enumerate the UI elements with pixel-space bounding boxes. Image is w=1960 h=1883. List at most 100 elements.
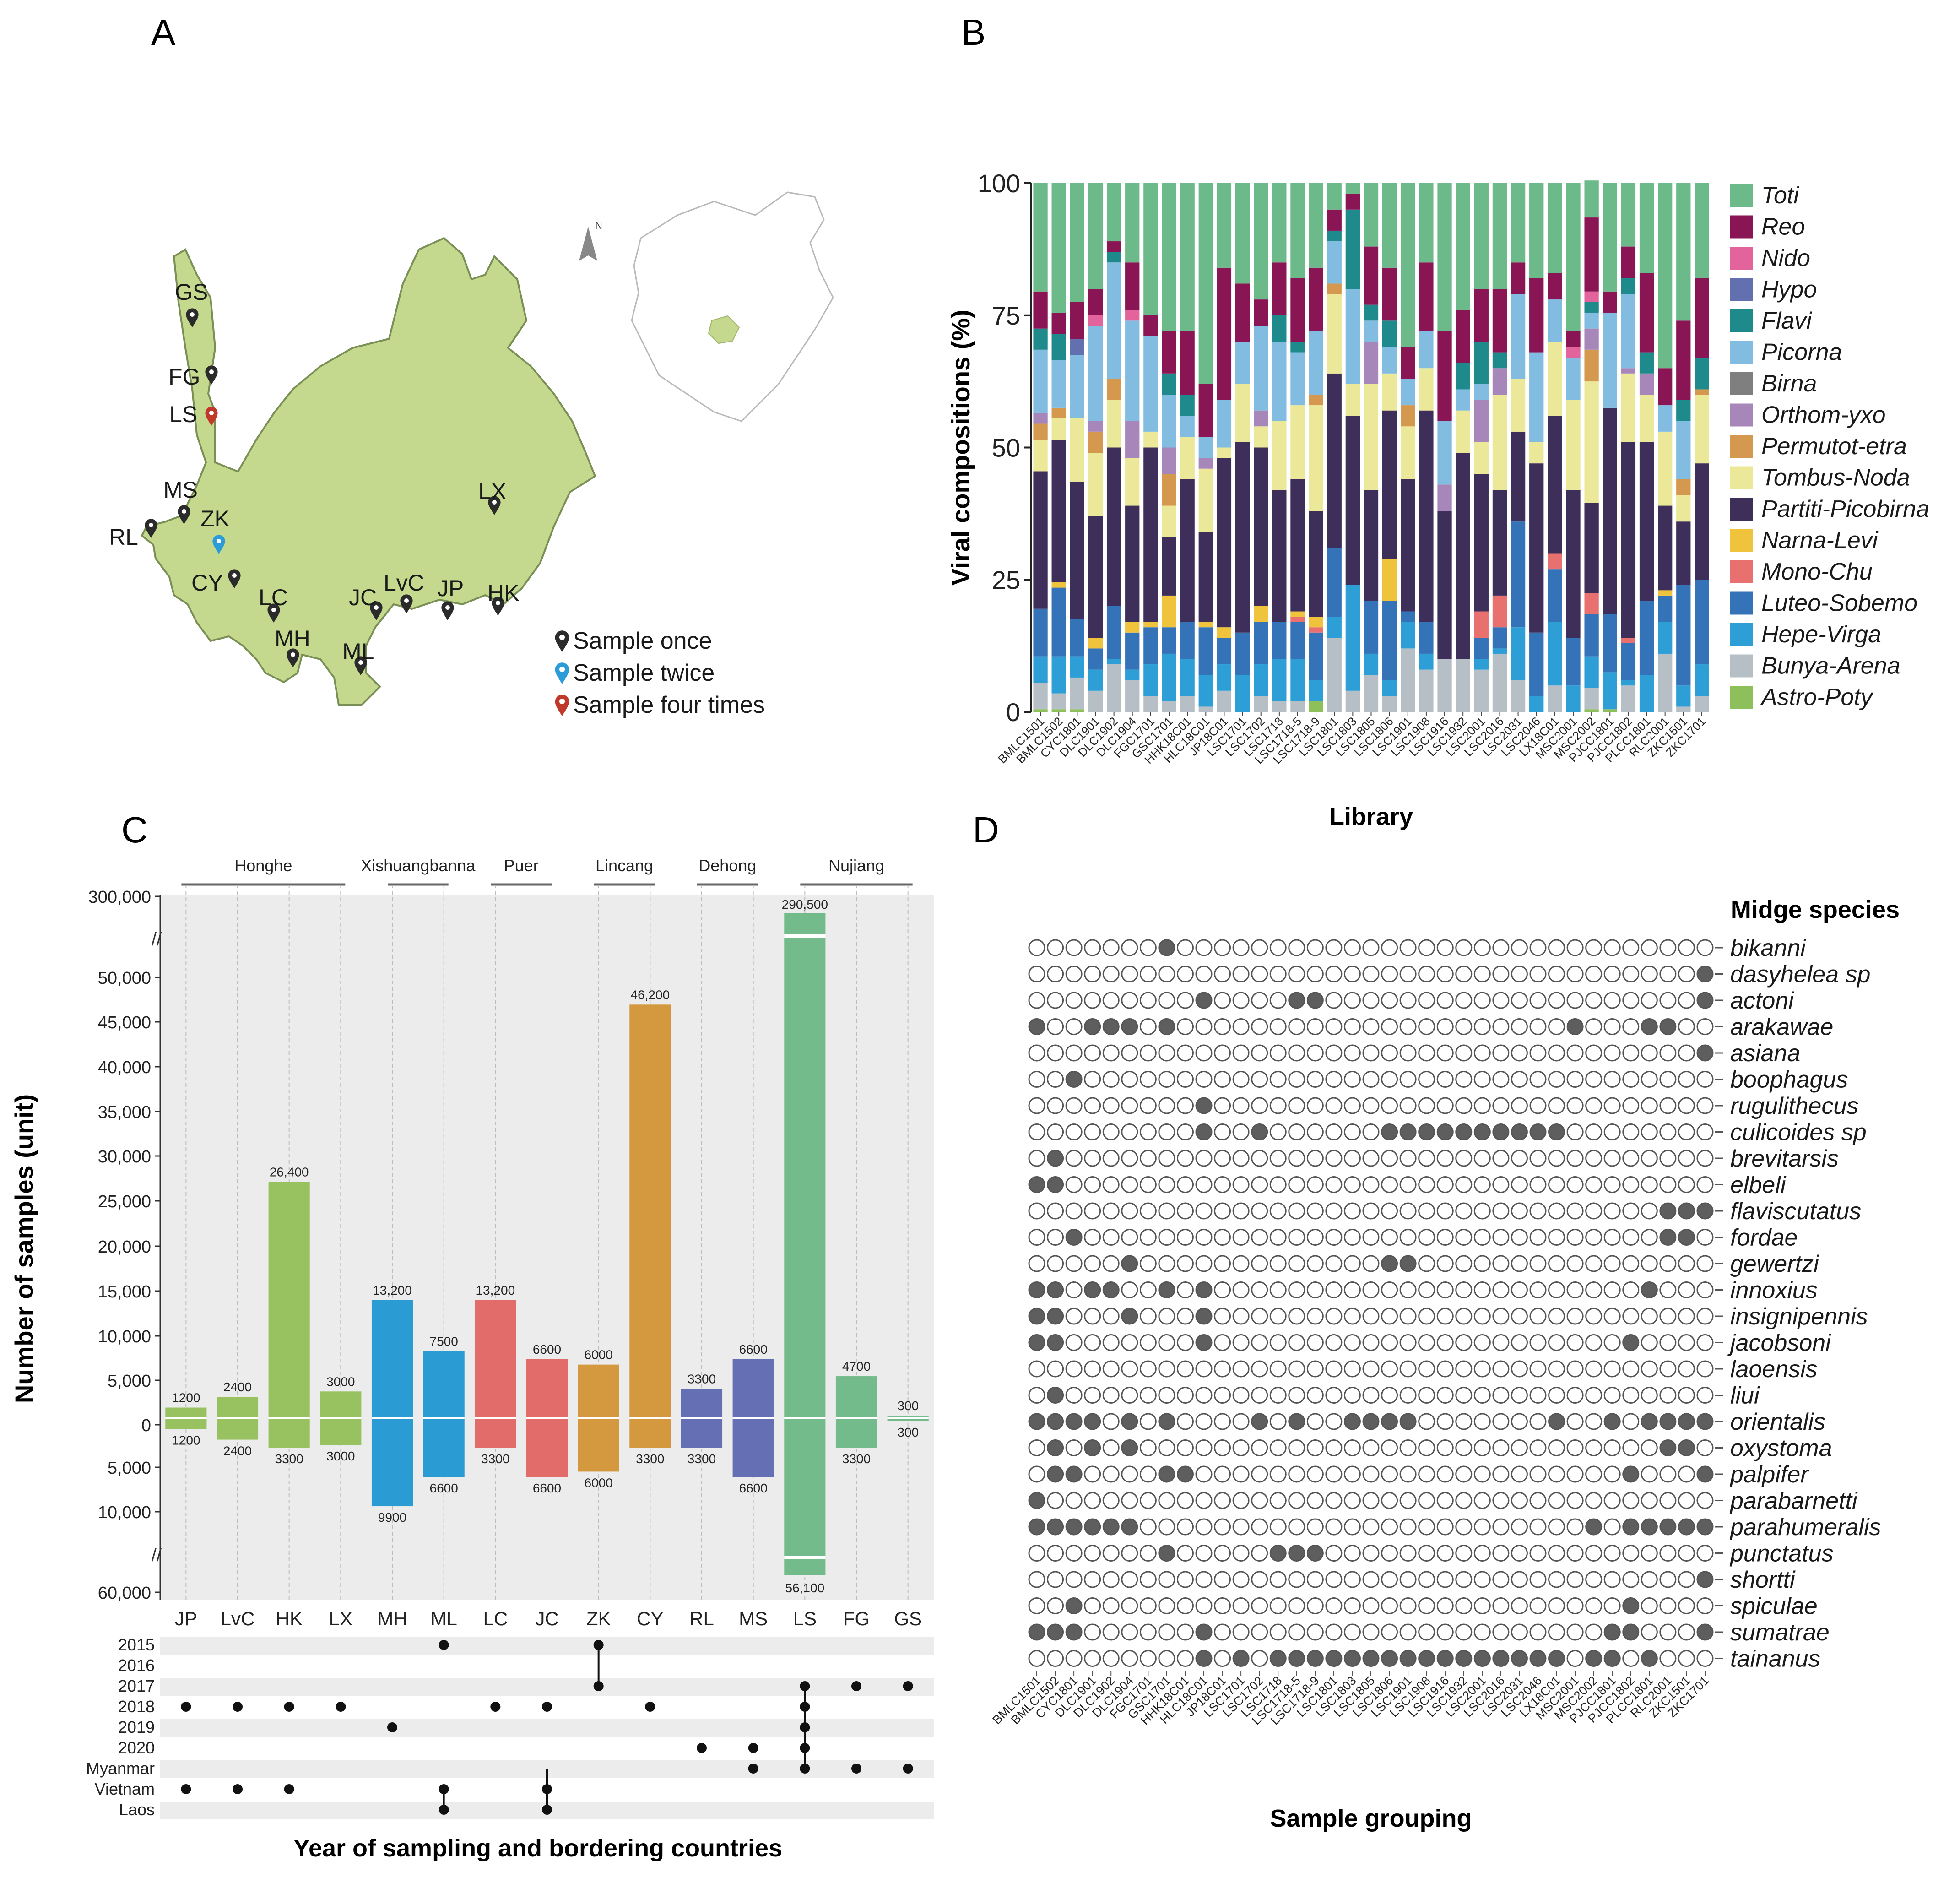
presence-dot: [1399, 1281, 1417, 1298]
presence-dot: [1492, 1439, 1510, 1456]
bar-segment: [1162, 373, 1176, 395]
presence-dot: [1065, 1650, 1083, 1667]
presence-dot: [1585, 1255, 1603, 1272]
presence-dot: [1678, 1044, 1695, 1062]
bar-segment: [1474, 474, 1489, 612]
presence-dot: [1641, 1176, 1658, 1193]
species-row: [1028, 1176, 1714, 1193]
presence-dot: [1065, 1360, 1083, 1378]
map-pin-icon: [555, 695, 569, 716]
presence-dot: [1548, 1255, 1565, 1272]
presence-dot: [1325, 1387, 1343, 1404]
presence-dot: [1585, 1387, 1603, 1404]
bar-stack: [1327, 183, 1342, 712]
presence-dot: [1455, 1413, 1473, 1430]
bar-segment: [1254, 326, 1268, 411]
presence-dot: [1492, 1018, 1510, 1035]
presence-dot: [1548, 1597, 1565, 1614]
bar-segment: [1658, 431, 1673, 506]
bar-segment: [1327, 183, 1342, 210]
legend-label: Nido: [1761, 245, 1810, 271]
presence-dot: [1176, 1492, 1194, 1509]
bar-stack: [1474, 183, 1489, 712]
map-pin-hole: [559, 635, 565, 640]
presence-dot: [1139, 1150, 1157, 1167]
presence-dot: [1139, 1439, 1157, 1456]
presence-dot: [1028, 1518, 1045, 1536]
presence-dot: [1455, 1150, 1473, 1167]
bar-segment: [1235, 384, 1250, 442]
presence-dot: [1473, 1281, 1491, 1298]
bar-segment: [1162, 627, 1176, 654]
presence-dot: [1288, 1571, 1305, 1588]
presence-dot: [1696, 1123, 1714, 1140]
presence-dot: [1121, 966, 1138, 982]
presence-dot: [1381, 1623, 1398, 1641]
presence-dot: [1306, 1571, 1324, 1588]
presence-dot: [1436, 1413, 1454, 1430]
bar-segment: [1658, 405, 1673, 432]
bar-segment: [1309, 183, 1323, 268]
presence-dot: [1139, 1308, 1157, 1325]
bar-segment: [1162, 183, 1176, 331]
bar-segment: [1584, 709, 1599, 712]
bar-segment: [1529, 183, 1544, 278]
bar-segment: [1198, 675, 1213, 707]
presence-dot: [1511, 1465, 1528, 1483]
bar-segment: [1235, 183, 1250, 284]
presence-dot: [1102, 1650, 1120, 1667]
presence-dot: [1158, 1123, 1175, 1140]
bar-segment: [1658, 505, 1673, 591]
matrix-dot: [439, 1640, 449, 1650]
y-tick-label: 10,000: [98, 1327, 151, 1346]
bar-ls: [784, 913, 826, 1575]
presence-dot: [1659, 1097, 1677, 1114]
legend-swatch: [1730, 623, 1753, 646]
presence-dot: [1047, 1571, 1064, 1588]
presence-dot: [1251, 1150, 1268, 1167]
presence-dot: [1455, 1018, 1473, 1035]
presence-dot: [1641, 1571, 1658, 1588]
y-tick-label: 300,000: [88, 888, 151, 907]
presence-dot: [1455, 1044, 1473, 1062]
species-row: [1028, 1071, 1714, 1088]
presence-dot: [1418, 1150, 1435, 1167]
presence-dot: [1028, 1229, 1045, 1246]
presence-dot: [1028, 1097, 1045, 1114]
presence-dot: [1362, 1465, 1380, 1483]
presence-dot: [1399, 1150, 1417, 1167]
presence-dot: [1566, 1387, 1584, 1404]
bar-segment: [1548, 569, 1562, 622]
presence-dot: [1176, 1518, 1194, 1536]
legend-swatch: [1730, 403, 1753, 427]
bar-segment: [1125, 622, 1140, 633]
north-label: N: [595, 220, 602, 231]
site-label: FG: [168, 364, 200, 390]
presence-dot: [1622, 1123, 1640, 1140]
presence-dot: [1418, 1044, 1435, 1062]
presence-dot: [1195, 1123, 1213, 1140]
site-marker-ls: LS: [169, 402, 218, 427]
presence-dot: [1548, 1571, 1565, 1588]
presence-dot: [1473, 939, 1491, 956]
presence-dot: [1678, 966, 1695, 982]
species-label: shortti: [1730, 1567, 1796, 1593]
bar-segment: [1070, 302, 1084, 339]
presence-dot: [1214, 1413, 1231, 1430]
presence-dot: [1603, 1176, 1621, 1193]
map-pin-hole: [149, 523, 153, 527]
bar-segment: [1621, 680, 1636, 686]
presence-dot: [1678, 1018, 1695, 1035]
bar-value-label: 2400: [223, 1444, 252, 1458]
presence-dot: [1492, 966, 1510, 982]
presence-dot: [1251, 1413, 1268, 1430]
presence-dot: [1529, 1334, 1547, 1351]
presence-dot: [1622, 1334, 1640, 1351]
presence-dot: [1436, 1044, 1454, 1062]
presence-dot: [1381, 1545, 1398, 1562]
presence-dot: [1139, 1123, 1157, 1140]
region-label: Xishuangbanna: [361, 856, 476, 875]
presence-dot: [1418, 1123, 1435, 1140]
presence-dot: [1214, 1308, 1231, 1325]
